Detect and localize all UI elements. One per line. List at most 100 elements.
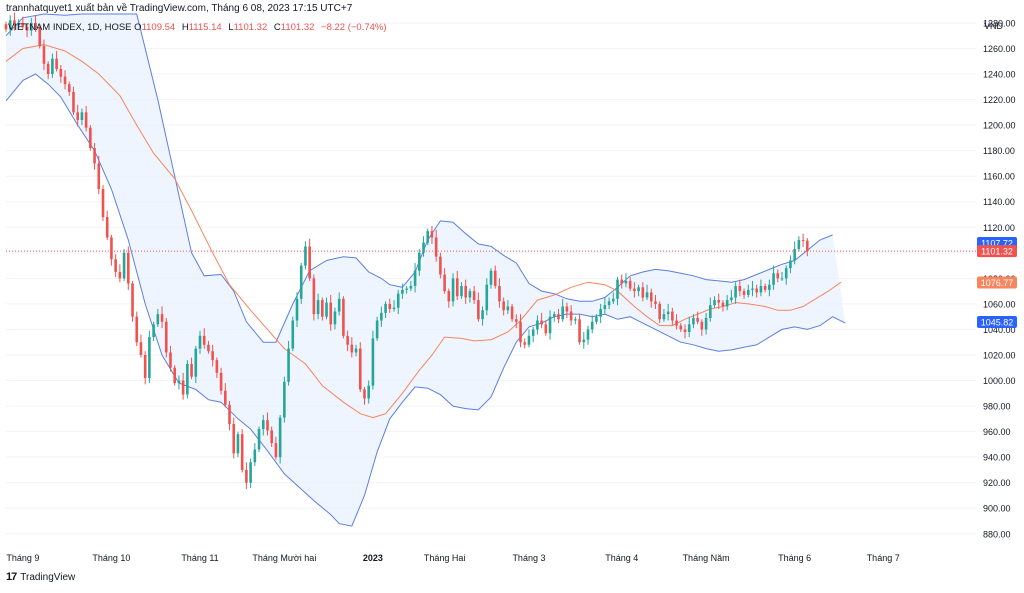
candle-body [510, 306, 514, 320]
candle-body [46, 63, 50, 75]
candle-body [4, 24, 8, 30]
candle-body [401, 289, 404, 294]
candle-body [742, 291, 746, 295]
candle-body [734, 286, 737, 298]
y-tick-label: 1220.00 [983, 95, 1016, 105]
price-label-text: 1107.72 [981, 238, 1013, 248]
candle-body [358, 348, 362, 390]
candle-body [325, 302, 328, 317]
candle-body [536, 320, 539, 330]
y-tick-label: 1120.00 [983, 223, 1015, 233]
candle-body [422, 242, 425, 253]
close-label: C [273, 22, 281, 33]
candle-body [287, 348, 290, 382]
candle-body [148, 337, 151, 378]
candle-body [249, 462, 252, 483]
x-tick-label: Tháng Năm [683, 553, 730, 563]
candle-body [181, 380, 185, 395]
price-label-tag [977, 276, 1017, 289]
price-label-tag [977, 316, 1017, 329]
x-tick-label: Tháng 9 [6, 553, 39, 563]
candle-body [21, 22, 25, 27]
candle-body [683, 329, 687, 332]
candles [4, 12, 809, 490]
high-label: H [181, 22, 189, 33]
candle-body [202, 335, 206, 345]
candle-body [611, 298, 615, 302]
candle-body [55, 58, 58, 69]
candle-body [540, 320, 543, 325]
candle-body [67, 84, 71, 92]
bollinger-upper-line [5, 13, 833, 343]
tradingview-logo-icon: 17 [6, 571, 17, 583]
candle-body [687, 324, 691, 332]
candle-body [354, 348, 358, 353]
candle-body [443, 274, 446, 292]
symbol-label[interactable]: VIETNAM INDEX, 1D, HOSE [8, 22, 132, 33]
candle-body [169, 352, 172, 368]
candle-body [797, 240, 801, 249]
candle-body [160, 314, 164, 322]
candle-body [329, 302, 333, 325]
high-value: 1115.14 [188, 22, 222, 33]
bollinger-lower-line [5, 73, 846, 527]
bollinger-band-fill [6, 14, 846, 527]
candle-body [430, 231, 434, 238]
candle-body [552, 314, 556, 317]
tradingview-brand-text: TradingView [20, 571, 76, 583]
x-tick-label: Tháng 7 [867, 553, 900, 563]
y-tick-label: 960.00 [983, 427, 1011, 437]
candle-body [730, 297, 733, 301]
candle-body [751, 288, 754, 290]
candle-body [118, 271, 122, 279]
x-axis: Tháng 9 Tháng 10 Tháng 11 Tháng Mười hai 202… [6, 553, 899, 563]
candle-body [574, 319, 577, 321]
candle-body [89, 127, 92, 149]
tradingview-branding[interactable]: 17 TradingView [6, 571, 75, 583]
y-tick-label: 900.00 [983, 504, 1011, 514]
candle-body [29, 22, 33, 31]
open-value: 1109.54 [141, 22, 176, 33]
candle-body [586, 329, 590, 340]
y-tick-label: 1060.00 [983, 299, 1016, 309]
candle-body [76, 112, 80, 120]
currency-label: VND [984, 21, 1004, 31]
candle-body [472, 291, 476, 301]
candle-body [784, 268, 788, 279]
candle-body [63, 76, 67, 85]
y-tick-label: 1140.00 [983, 197, 1015, 207]
candle-body [126, 252, 130, 284]
candle-body [380, 312, 383, 321]
candle-body [455, 278, 459, 297]
candle-body [228, 404, 231, 424]
candle-body [51, 58, 54, 75]
candle-body [219, 372, 223, 391]
candle-body [704, 317, 708, 330]
candle-body [139, 342, 143, 355]
candle-body [312, 278, 316, 315]
candle-body [320, 300, 324, 317]
candle-body [666, 311, 670, 315]
candle-body [599, 309, 602, 317]
candle-body [240, 434, 244, 470]
candle-body [110, 237, 113, 260]
x-tick-label: Tháng Hai [424, 553, 466, 563]
candle-body [514, 319, 518, 322]
candle-body [316, 300, 320, 315]
candle-body [590, 321, 594, 330]
candle-body [506, 306, 510, 311]
candle-body [801, 240, 805, 242]
candle-body [519, 321, 522, 343]
candle-body [780, 278, 784, 280]
candle-body [595, 316, 598, 322]
candle-body [207, 344, 210, 352]
y-tick-label: 1040.00 [983, 325, 1016, 335]
y-tick-label: 1280.00 [983, 18, 1016, 28]
x-tick-label: Tháng 11 [181, 553, 218, 563]
candle-body [97, 163, 101, 189]
candle-body [164, 321, 168, 353]
candle-body [261, 420, 265, 430]
candle-body [384, 303, 387, 313]
